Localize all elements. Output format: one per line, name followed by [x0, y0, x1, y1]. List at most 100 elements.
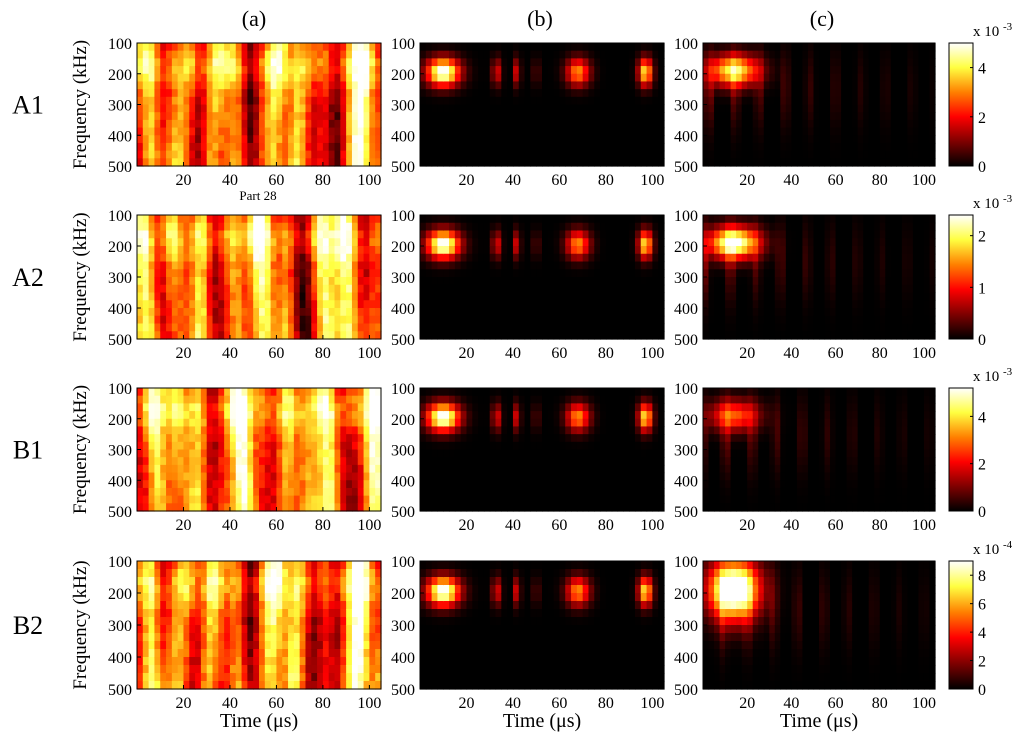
heatmap-cell [796, 292, 804, 301]
heatmap-cell [340, 142, 347, 152]
heatmap-cell [802, 246, 809, 255]
heatmap-cell [652, 50, 659, 59]
heatmap-cell [730, 104, 737, 113]
heatmap-cell [454, 472, 462, 481]
heatmap-cell [703, 277, 710, 286]
heatmap-cell [611, 89, 619, 98]
heatmap-cell [229, 230, 237, 239]
heatmap-cell [559, 269, 566, 278]
heatmap-cell [166, 127, 173, 136]
heatmap-cell [293, 135, 301, 144]
heatmap-cell [270, 395, 278, 404]
heatmap-cell [317, 119, 324, 129]
heatmap-cell [901, 315, 908, 325]
heatmap-cell [166, 150, 173, 159]
heatmap-cell [322, 464, 330, 474]
x-tick-label: 20 [739, 172, 755, 189]
heatmap-cell [852, 277, 859, 286]
heatmap-cell [224, 43, 231, 52]
heatmap-cell [791, 119, 798, 129]
heatmap-cell [553, 119, 561, 129]
heatmap-cell [605, 277, 613, 286]
heatmap-cell [137, 96, 144, 106]
heatmap-cell [293, 246, 301, 255]
heatmap-cell [830, 315, 837, 325]
heatmap-cell [863, 81, 870, 90]
heatmap-cell [719, 238, 726, 247]
heatmap-cell [431, 495, 439, 504]
heatmap-cell [918, 222, 925, 232]
heatmap-cell [802, 112, 809, 121]
heatmap-cell [929, 104, 936, 113]
heatmap-cell [160, 104, 167, 113]
heatmap-cell [796, 215, 804, 224]
heatmap-cell [530, 81, 537, 90]
heatmap-cell [229, 323, 237, 332]
heatmap-cell [791, 58, 798, 67]
heatmap-cell [841, 119, 848, 129]
heatmap-cell [264, 411, 272, 420]
heatmap-cell [206, 58, 214, 67]
heatmap-cell [148, 315, 156, 325]
heatmap-cell [530, 43, 537, 52]
heatmap-cell [512, 300, 520, 309]
heatmap-cell [489, 158, 497, 167]
heatmap-cell [160, 135, 167, 144]
heatmap-cell [652, 58, 659, 67]
heatmap-cell [752, 73, 759, 83]
heatmap-cell [166, 503, 173, 512]
heatmap-cell [425, 434, 433, 443]
heatmap-cell [507, 308, 514, 317]
heatmap-cell [420, 300, 427, 309]
heatmap-cell [634, 127, 642, 136]
heatmap-cell [375, 73, 382, 83]
heatmap-cell [472, 253, 479, 263]
heatmap-cell [611, 58, 619, 67]
heatmap-cell [334, 441, 341, 451]
heatmap-cell [472, 230, 479, 239]
heatmap-cell [443, 464, 450, 474]
heatmap-cell [177, 449, 185, 458]
heatmap-cell [536, 112, 543, 121]
heatmap-cell [846, 284, 853, 294]
heatmap-cell [725, 73, 732, 83]
heatmap-cell [841, 50, 848, 59]
heatmap-cell [553, 135, 561, 144]
heatmap-cell [142, 426, 150, 435]
heatmap-cell [640, 58, 648, 67]
y-tick-label: 500 [674, 332, 698, 349]
heatmap-cell [714, 104, 721, 113]
heatmap-cell [420, 434, 427, 443]
y-tick-label: 500 [108, 504, 132, 521]
heatmap-cell [346, 457, 353, 466]
heatmap-cell [195, 112, 202, 121]
heatmap-cell [547, 50, 555, 59]
heatmap-cell [264, 96, 272, 106]
heatmap-cell [918, 150, 925, 159]
heatmap-cell [741, 43, 748, 52]
heatmap-cell [617, 323, 624, 332]
heatmap-cell [813, 127, 820, 136]
heatmap-cell [774, 222, 781, 232]
heatmap-cell [582, 323, 590, 332]
heatmap-cell [270, 277, 278, 286]
heatmap-cell [576, 135, 584, 144]
heatmap-cell [183, 418, 190, 428]
heatmap-cell [912, 215, 920, 224]
heatmap-cell [166, 292, 173, 301]
heatmap-cell [819, 96, 826, 106]
heatmap-cell [166, 112, 173, 121]
heatmap-cell [322, 96, 330, 106]
heatmap-cell [425, 238, 433, 247]
heatmap-cell [725, 253, 732, 263]
heatmap-cell [629, 73, 636, 83]
y-tick-label: 400 [674, 301, 698, 318]
heatmap-cell [305, 135, 312, 144]
heatmap-cell [259, 135, 266, 144]
heatmap-cell [218, 50, 225, 59]
y-tick-label: 300 [391, 98, 415, 115]
heatmap-cell [177, 43, 185, 52]
heatmap-cell [646, 104, 653, 113]
x-tick-label: 60 [828, 345, 844, 362]
heatmap-cell [375, 66, 382, 75]
